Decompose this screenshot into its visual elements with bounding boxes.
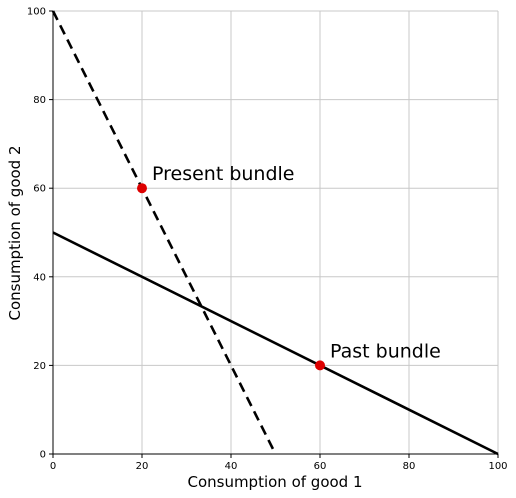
axes <box>49 10 499 458</box>
x-tick-label: 20 <box>136 461 149 472</box>
x-tick-label: 40 <box>225 461 238 472</box>
bundle-points: Present bundle Past bundle <box>137 163 441 371</box>
dashed-budget-line <box>51 10 277 455</box>
tick-labels: 0 20 40 60 80 100 0 20 40 60 80 100 <box>27 7 508 473</box>
x-tick-label: 0 <box>50 461 56 472</box>
bundle-label: Past bundle <box>330 340 441 362</box>
grid <box>52 10 499 455</box>
bundle-point <box>315 360 325 371</box>
solid-budget-line <box>52 231 499 456</box>
y-tick-label: 40 <box>33 272 46 283</box>
y-tick-label: 100 <box>27 7 46 18</box>
bundle-point <box>137 183 147 194</box>
y-axis-label: Consumption of good 2 <box>6 145 24 320</box>
y-tick-label: 80 <box>33 95 46 106</box>
bundle-label: Present bundle <box>152 163 295 185</box>
y-tick-label: 0 <box>40 450 46 461</box>
x-axis-label: Consumption of good 1 <box>187 473 362 491</box>
x-tick-label: 60 <box>314 461 327 472</box>
x-tick-label: 80 <box>403 461 416 472</box>
series <box>51 10 499 456</box>
y-tick-label: 60 <box>33 184 46 195</box>
x-tick-label: 100 <box>488 461 507 472</box>
y-tick-label: 20 <box>33 361 46 372</box>
